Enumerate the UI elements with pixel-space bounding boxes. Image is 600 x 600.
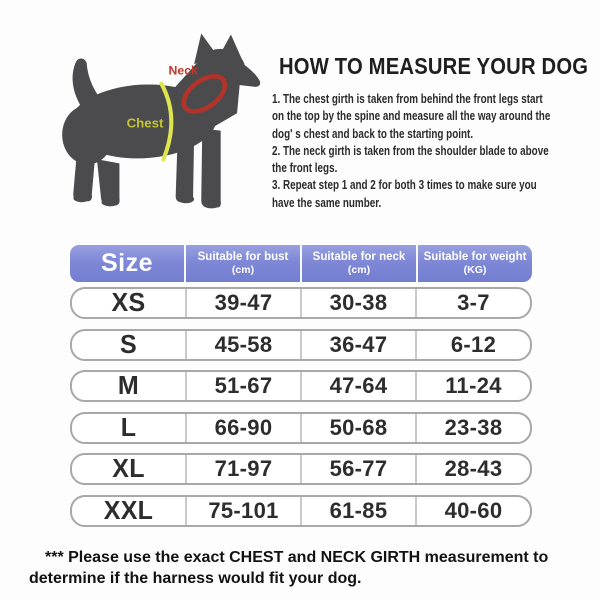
neck-girth-ring bbox=[181, 74, 228, 114]
dog-rear-far-paw bbox=[73, 194, 90, 203]
size-row-xl: XL 71-97 56-77 28-43 bbox=[70, 453, 532, 485]
cell-weight: 28-43 bbox=[444, 455, 503, 482]
cell-bust: 45-58 bbox=[187, 330, 302, 359]
dog-silhouette: Neck Chest bbox=[62, 33, 261, 209]
column-header-bust: Suitable for bust (cm) bbox=[186, 245, 302, 282]
cell-weight: 23-38 bbox=[444, 414, 503, 440]
cell-neck: 56-77 bbox=[302, 455, 417, 483]
dog-muzzle bbox=[226, 59, 261, 87]
cell-neck: 36-47 bbox=[302, 330, 417, 359]
fit-note: *** Please use the exact CHEST and NECK … bbox=[29, 549, 549, 587]
measurement-instructions: 1. The chest girth is taken from behind … bbox=[272, 90, 599, 211]
dog-rear-near-paw bbox=[101, 198, 119, 207]
cell-bust: 66-90 bbox=[187, 413, 302, 442]
cell-weight: 3-7 bbox=[457, 289, 490, 316]
size-row-xxl: XXL 75-101 61-85 40-60 bbox=[70, 494, 532, 527]
cell-size: XL bbox=[72, 455, 187, 483]
guide-title: HOW TO MEASURE YOUR DOG bbox=[279, 53, 589, 79]
size-table-header-row: Size Suitable for bust (cm) Suitable for… bbox=[70, 245, 532, 282]
cell-bust: 71-97 bbox=[187, 455, 302, 483]
dog-front-near-leg bbox=[201, 128, 221, 208]
cell-bust: 39-47 bbox=[187, 289, 302, 317]
chest-label: Chest bbox=[127, 116, 164, 131]
cell-neck: 47-64 bbox=[302, 372, 417, 400]
dog-rear-near-leg bbox=[96, 159, 120, 206]
size-row-m: M 51-67 47-64 11-24 bbox=[70, 370, 532, 402]
dog-measurement-diagram: Neck Chest bbox=[55, 16, 280, 231]
dog-front-near-paw bbox=[202, 200, 221, 209]
cell-size: M bbox=[72, 372, 187, 400]
cell-size: S bbox=[72, 330, 187, 359]
dog-ear-left bbox=[194, 33, 218, 65]
column-header-neck-label: Suitable for neck bbox=[312, 251, 406, 263]
cell-weight: 6-12 bbox=[450, 331, 497, 357]
cell-size: XS bbox=[72, 289, 187, 317]
cell-bust: 75-101 bbox=[187, 496, 302, 525]
size-row-l: L 66-90 50-68 23-38 bbox=[70, 411, 532, 444]
column-header-weight: Suitable for weight (KG) bbox=[418, 245, 532, 282]
column-header-bust-label: Suitable for bust bbox=[197, 251, 289, 263]
column-header-neck-unit: (cm) bbox=[347, 263, 371, 276]
column-header-size: Size bbox=[70, 245, 186, 282]
size-table: Size Suitable for bust (cm) Suitable for… bbox=[70, 245, 532, 527]
cell-weight: 40-60 bbox=[444, 497, 503, 523]
cell-neck: 30-38 bbox=[302, 289, 417, 317]
dog-rear-far-leg bbox=[73, 157, 95, 202]
dog-front-far-paw bbox=[177, 195, 195, 204]
instruction-step-3: 3. Repeat step 1 and 2 for both 3 times … bbox=[272, 177, 537, 210]
column-header-weight-label: Suitable for weight bbox=[423, 251, 527, 263]
cell-neck: 61-85 bbox=[302, 496, 417, 525]
size-row-xs: XS 39-47 30-38 3-7 bbox=[70, 287, 532, 319]
cell-weight: 11-24 bbox=[445, 372, 502, 399]
column-header-bust-unit: (cm) bbox=[231, 263, 255, 276]
instruction-step-1: 1. The chest girth is taken from behind … bbox=[272, 91, 551, 141]
neck-label: Neck bbox=[169, 63, 199, 77]
dog-ear-right bbox=[219, 34, 244, 63]
cell-size: L bbox=[72, 413, 187, 442]
dog-thigh bbox=[62, 105, 114, 165]
dog-front-far-leg bbox=[175, 134, 195, 203]
cell-bust: 51-67 bbox=[187, 372, 302, 400]
cell-size: XXL bbox=[72, 496, 187, 525]
instruction-step-2: 2. The neck girth is taken from the shou… bbox=[272, 142, 549, 176]
column-header-neck: Suitable for neck (cm) bbox=[302, 245, 418, 282]
cell-neck: 50-68 bbox=[302, 413, 417, 442]
column-header-weight-unit: (KG) bbox=[463, 263, 487, 276]
size-row-s: S 45-58 36-47 6-12 bbox=[70, 328, 532, 361]
chest-girth-line bbox=[159, 81, 174, 162]
